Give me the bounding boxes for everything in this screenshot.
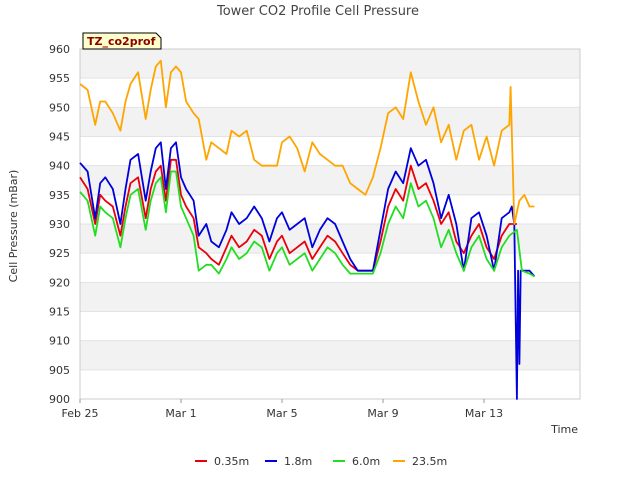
y-tick-label: 905 bbox=[49, 364, 70, 377]
y-tick-label: 950 bbox=[49, 101, 70, 114]
legend-label: 6.0m bbox=[352, 455, 380, 468]
station-badge: TZ_co2prof bbox=[82, 32, 162, 50]
chart-title: Tower CO2 Profile Cell Pressure bbox=[216, 4, 419, 19]
series-lines bbox=[79, 59, 536, 400]
x-axis-label: Time bbox=[550, 423, 578, 436]
legend-label: 1.8m bbox=[284, 455, 312, 468]
grid-band bbox=[80, 340, 580, 370]
x-tick-label: Mar 1 bbox=[165, 407, 196, 420]
legend-item-23.5m: 23.5m bbox=[393, 455, 447, 468]
y-tick-label: 900 bbox=[49, 393, 70, 406]
y-tick-label: 925 bbox=[49, 247, 70, 260]
y-tick-label: 935 bbox=[49, 189, 70, 202]
x-tick-label: Feb 25 bbox=[62, 407, 99, 420]
grid-band bbox=[80, 107, 580, 137]
series-line-0.35m bbox=[79, 158, 517, 272]
y-tick-label: 910 bbox=[49, 335, 70, 348]
x-tick-label: Mar 5 bbox=[266, 407, 297, 420]
legend-label: 0.35m bbox=[214, 455, 249, 468]
y-tick-label: 920 bbox=[49, 276, 70, 289]
y-tick-label: 915 bbox=[49, 306, 70, 319]
legend-label: 23.5m bbox=[412, 455, 447, 468]
y-tick-label: 930 bbox=[49, 218, 70, 231]
y-axis-ticks: 900 905 910 915 920 925 930 935 940 945 950 955 960 bbox=[49, 43, 70, 406]
grid-bands bbox=[80, 49, 580, 370]
grid-band bbox=[80, 49, 580, 79]
grid-band bbox=[80, 282, 580, 312]
x-tick-label: Mar 13 bbox=[465, 407, 503, 420]
y-axis-label: Cell Pressure (mBar) bbox=[7, 170, 20, 283]
y-tick-label: 960 bbox=[49, 43, 70, 56]
y-tick-label: 955 bbox=[49, 72, 70, 85]
plot-frame bbox=[79, 48, 581, 400]
x-axis-ticks: Feb 25 Mar 1 Mar 5 Mar 9 Mar 13 bbox=[62, 399, 503, 420]
y-tick-label: 940 bbox=[49, 160, 70, 173]
legend-item-1.8m: 1.8m bbox=[265, 455, 312, 468]
badge-box bbox=[82, 32, 162, 50]
x-tick-label: Mar 9 bbox=[367, 407, 398, 420]
y-tick-label: 945 bbox=[49, 131, 70, 144]
series-line-23.5m bbox=[79, 59, 535, 225]
badge-label: TZ_co2prof bbox=[87, 35, 156, 48]
legend-item-6.0m: 6.0m bbox=[333, 455, 380, 468]
legend-item-0.35m: 0.35m bbox=[195, 455, 249, 468]
series-line-6.0m bbox=[79, 170, 535, 278]
grid-band bbox=[80, 165, 580, 195]
legend: 0.35m 1.8m 6.0m 23.5m bbox=[195, 455, 447, 468]
